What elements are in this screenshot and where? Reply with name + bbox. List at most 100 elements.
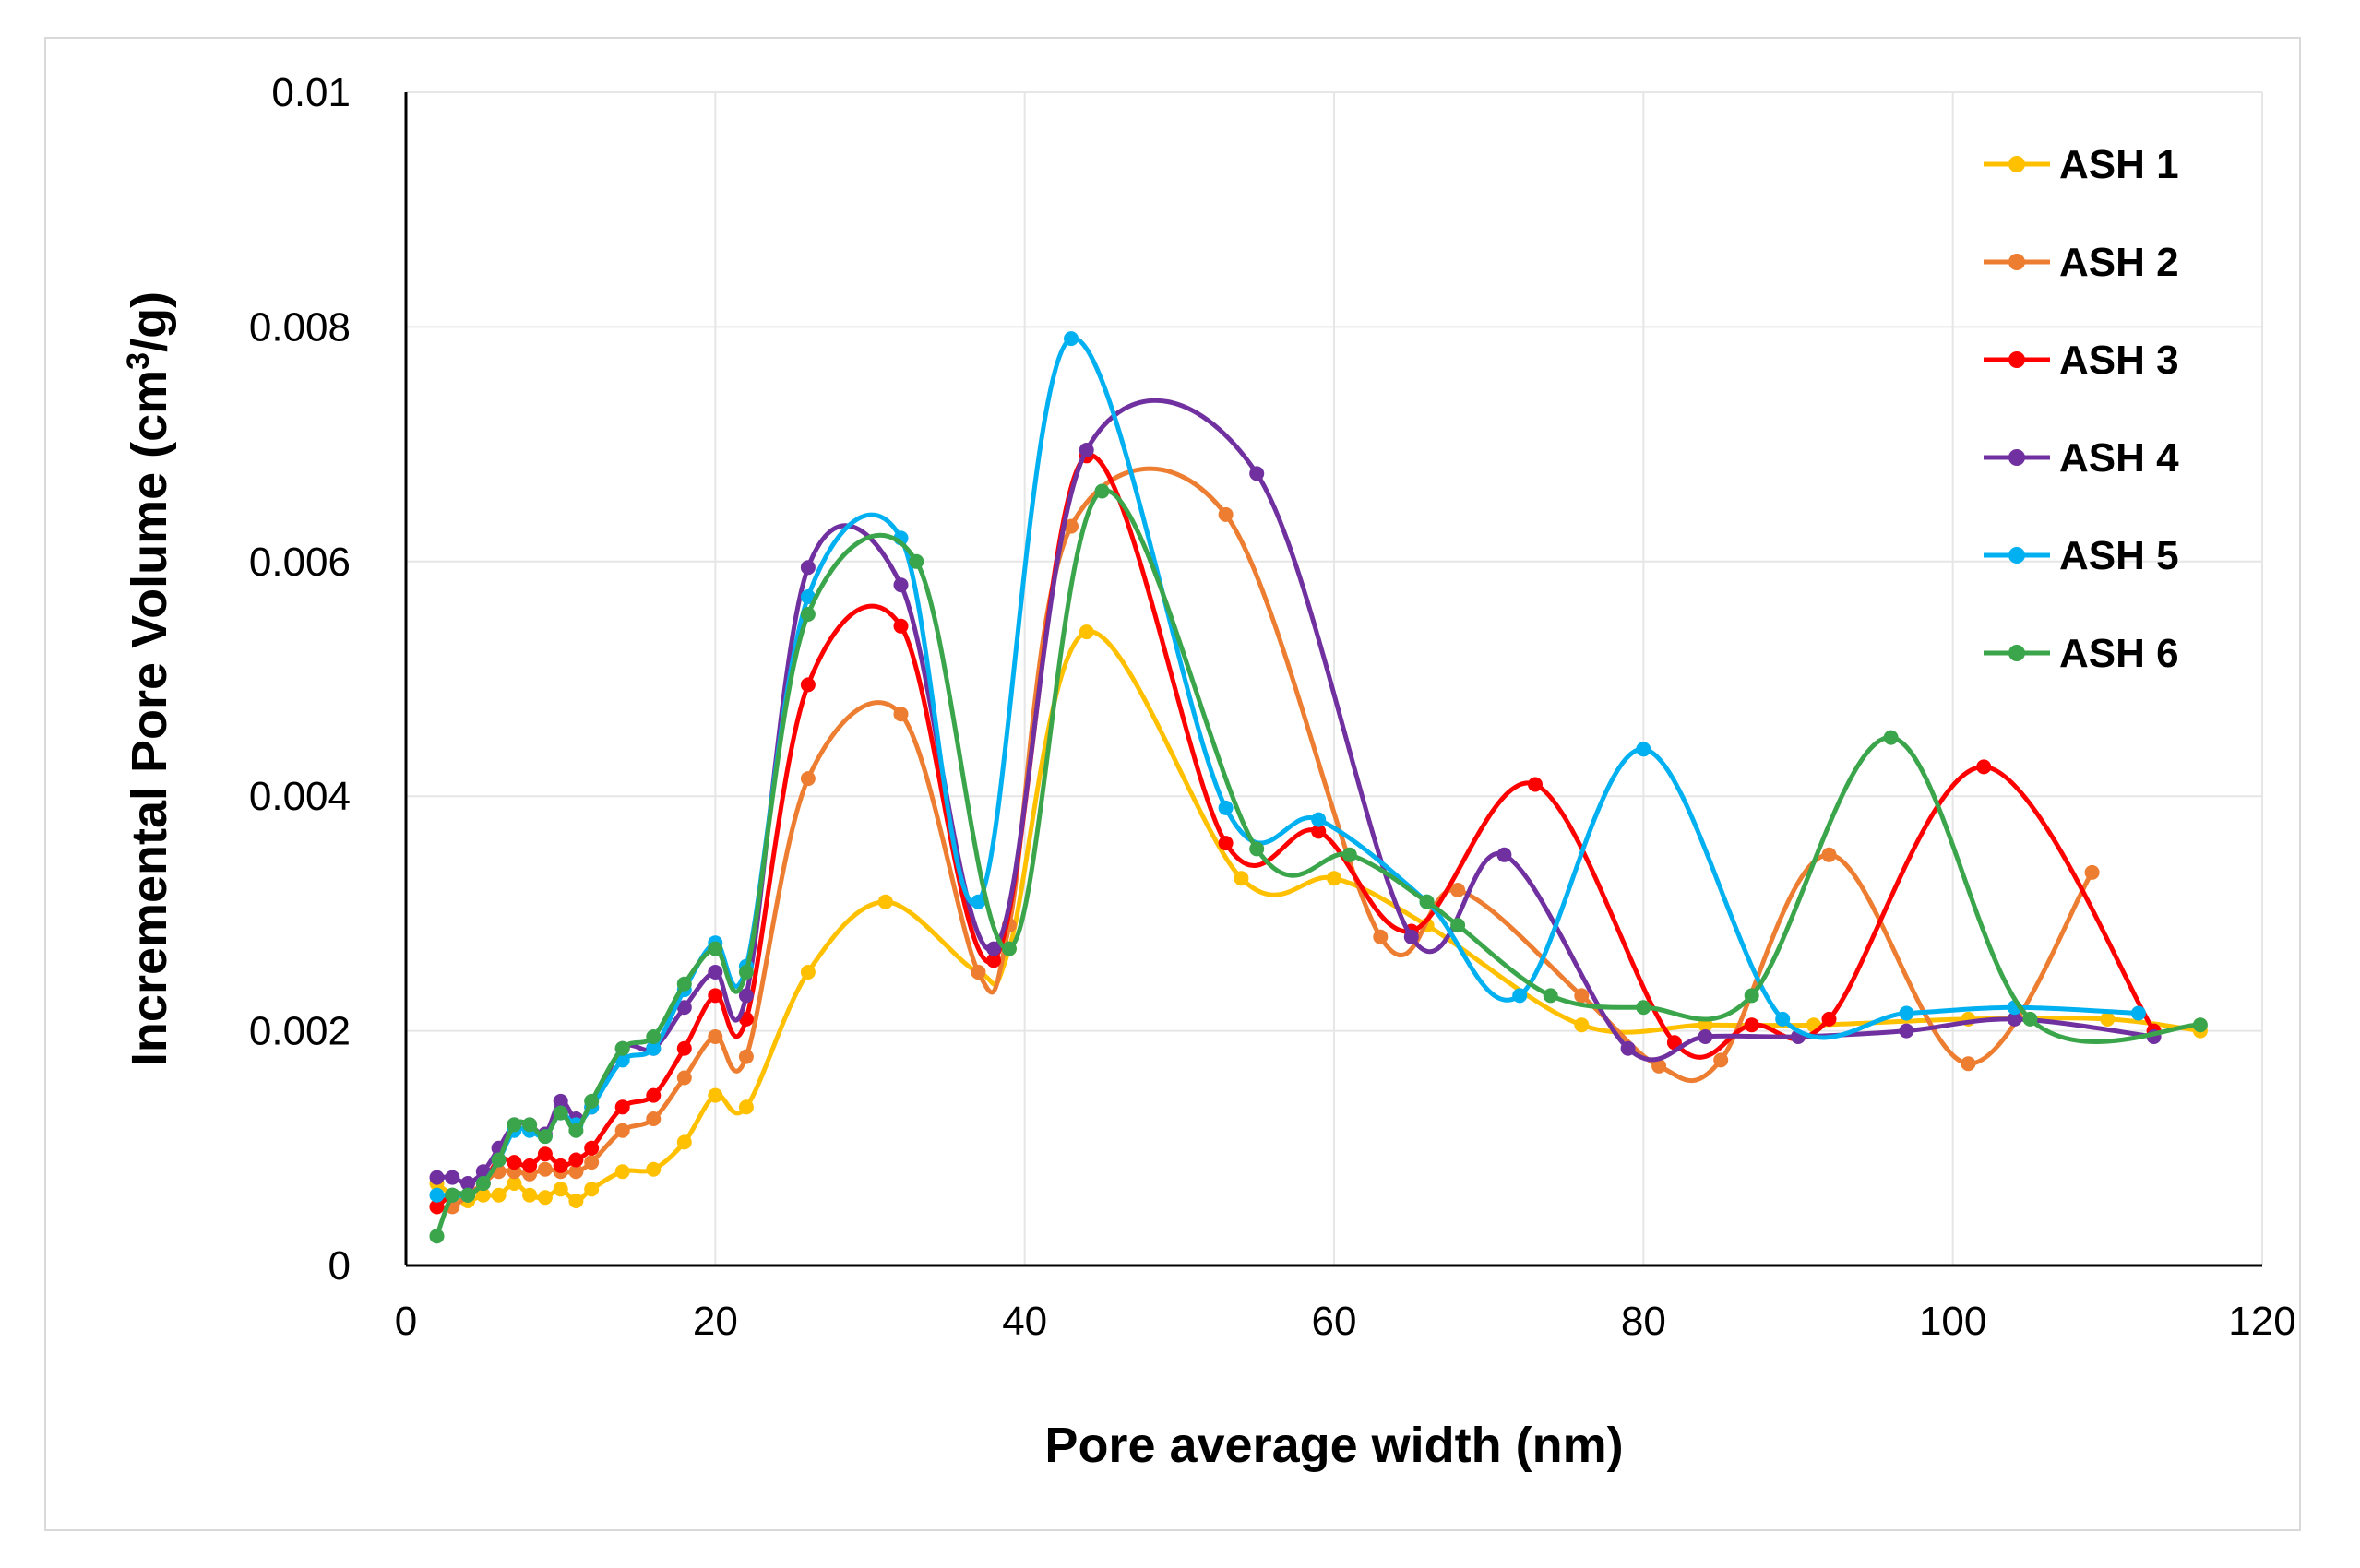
data-point bbox=[491, 1152, 507, 1168]
data-point bbox=[1899, 1023, 1914, 1039]
data-point bbox=[522, 1187, 538, 1203]
data-point bbox=[708, 1087, 723, 1103]
data-point bbox=[1450, 883, 1466, 897]
data-point bbox=[429, 1170, 445, 1185]
y-axis-title-sup: 3 bbox=[121, 352, 156, 370]
data-point bbox=[475, 1176, 491, 1191]
y-axis-title: Incremental Pore Volume (cm3/g) bbox=[121, 291, 177, 1066]
data-point bbox=[537, 1161, 553, 1177]
data-point bbox=[522, 1158, 538, 1173]
data-point bbox=[1079, 443, 1094, 457]
data-point bbox=[1373, 929, 1389, 944]
data-point bbox=[553, 1105, 568, 1121]
legend-swatch-marker bbox=[2008, 156, 2025, 172]
chart-frame bbox=[44, 37, 2301, 1531]
y-tick-label: 0.006 bbox=[249, 540, 351, 585]
y-axis-title-end: /g) bbox=[122, 291, 177, 352]
data-point bbox=[1094, 483, 1110, 499]
data-point bbox=[584, 1155, 600, 1170]
data-point bbox=[738, 988, 754, 1004]
data-point bbox=[1821, 847, 1837, 862]
legend: ASH 1 ASH 2 ASH 3 ASH 4 ASH 5 ASH 6 bbox=[1984, 142, 2179, 676]
data-point bbox=[1883, 730, 1899, 745]
data-point bbox=[584, 1140, 600, 1156]
legend-swatch-marker bbox=[2008, 547, 2025, 564]
x-tick-label: 40 bbox=[1002, 1299, 1047, 1344]
data-point bbox=[614, 1164, 630, 1180]
data-point bbox=[800, 965, 816, 980]
data-point bbox=[1234, 871, 1249, 886]
legend-item: ASH 3 bbox=[1984, 338, 2179, 383]
series-line bbox=[436, 466, 2094, 1210]
grid bbox=[406, 91, 2263, 1265]
legend-label: ASH 3 bbox=[2059, 338, 2179, 383]
legend-item: ASH 5 bbox=[1984, 533, 2179, 578]
data-point bbox=[1636, 1000, 1651, 1016]
legend-swatch-marker bbox=[2008, 449, 2025, 466]
data-point bbox=[522, 1117, 538, 1133]
data-point bbox=[553, 1182, 568, 1197]
data-point bbox=[708, 965, 723, 980]
x-tick-labels: 0 20 40 60 80 100 120 bbox=[395, 1299, 2296, 1344]
data-point bbox=[553, 1158, 568, 1173]
data-point bbox=[800, 560, 816, 576]
data-point bbox=[2130, 1005, 2146, 1021]
legend-label: ASH 2 bbox=[2059, 240, 2179, 285]
data-point bbox=[568, 1123, 584, 1138]
data-point bbox=[1419, 894, 1435, 909]
data-point bbox=[1512, 988, 1528, 1004]
data-point bbox=[491, 1187, 507, 1203]
data-point bbox=[1079, 624, 1094, 640]
data-point bbox=[429, 1187, 445, 1203]
data-point bbox=[1574, 988, 1590, 1004]
data-point bbox=[909, 553, 924, 569]
data-point bbox=[877, 894, 893, 909]
data-point bbox=[1713, 1052, 1729, 1068]
data-point bbox=[800, 677, 816, 693]
y-axis-title-main: Incremental Pore Volume (cm bbox=[122, 370, 177, 1066]
data-point bbox=[460, 1176, 476, 1191]
data-point bbox=[614, 1099, 630, 1115]
data-point bbox=[1496, 847, 1512, 862]
data-point bbox=[553, 1093, 568, 1109]
data-point bbox=[708, 1029, 723, 1044]
x-tick-label: 60 bbox=[1312, 1299, 1357, 1344]
data-point bbox=[800, 607, 816, 622]
legend-label: ASH 6 bbox=[2059, 631, 2179, 676]
data-point bbox=[1821, 1011, 1837, 1027]
data-point bbox=[584, 1182, 600, 1197]
x-axis-title: Pore average width (nm) bbox=[1044, 1418, 1623, 1473]
data-point bbox=[1218, 836, 1234, 851]
data-point bbox=[1341, 847, 1357, 862]
data-point bbox=[1403, 929, 1419, 944]
data-point bbox=[1651, 1058, 1667, 1074]
series-line bbox=[435, 488, 2200, 1238]
data-point bbox=[1218, 800, 1234, 815]
data-point bbox=[1001, 941, 1017, 956]
data-point bbox=[738, 965, 754, 980]
data-point bbox=[1064, 518, 1079, 534]
data-point bbox=[1528, 777, 1543, 792]
data-point bbox=[708, 988, 723, 1004]
data-point bbox=[2022, 1011, 2038, 1027]
data-point bbox=[676, 1000, 692, 1016]
data-point bbox=[986, 953, 1002, 968]
x-tick-label: 120 bbox=[2228, 1299, 2295, 1344]
data-point bbox=[646, 1111, 662, 1126]
data-point bbox=[893, 618, 909, 634]
data-point bbox=[2084, 864, 2100, 880]
data-point bbox=[971, 965, 986, 980]
legend-item: ASH 2 bbox=[1984, 240, 2179, 285]
series-1 bbox=[429, 624, 2208, 1208]
data-point bbox=[568, 1152, 584, 1168]
data-point bbox=[1744, 988, 1759, 1004]
legend-swatch-marker bbox=[2008, 254, 2025, 270]
data-point bbox=[1976, 759, 1992, 775]
data-point bbox=[507, 1176, 522, 1191]
data-point bbox=[738, 1099, 754, 1115]
data-point bbox=[800, 771, 816, 787]
data-point bbox=[1327, 871, 1341, 886]
data-point bbox=[445, 1170, 460, 1185]
x-tick-label: 100 bbox=[1919, 1299, 1986, 1344]
data-point bbox=[614, 1040, 630, 1056]
